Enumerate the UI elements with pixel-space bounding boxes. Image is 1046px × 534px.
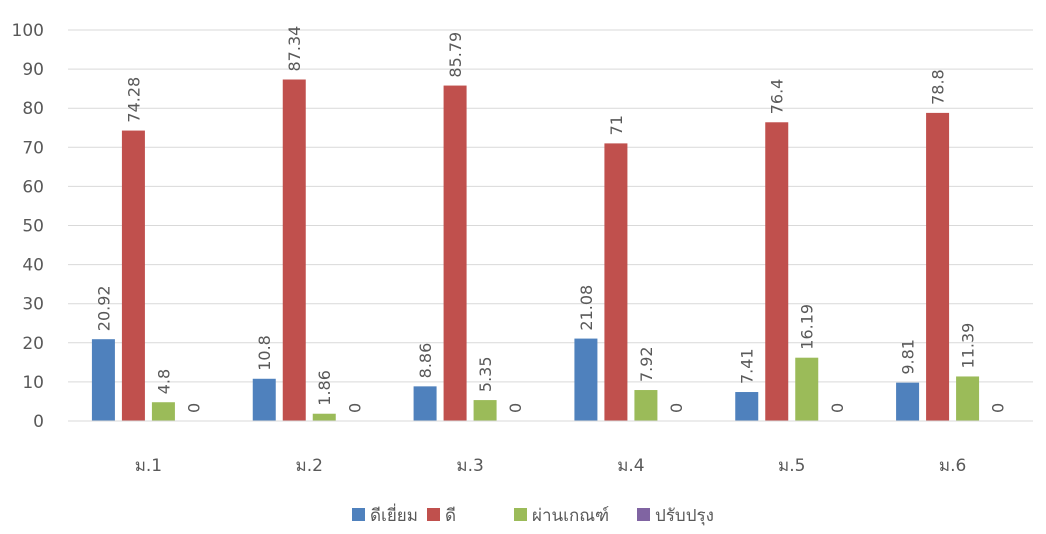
data-label: 85.79: [446, 32, 465, 78]
legend-label: ดี: [445, 506, 456, 526]
y-tick-label: 60: [22, 177, 44, 197]
y-tick-label: 90: [22, 60, 44, 80]
bar: [765, 122, 789, 421]
bar: [91, 339, 115, 421]
data-label: 9.81: [899, 339, 918, 375]
data-label: 11.39: [959, 323, 978, 369]
bars: [91, 79, 980, 422]
bar: [926, 112, 950, 421]
category-label: ม.5: [778, 456, 805, 476]
y-tick-label: 100: [12, 21, 44, 41]
bar: [252, 378, 276, 421]
data-label: 78.8: [929, 69, 948, 105]
y-tick-label: 30: [22, 295, 44, 315]
x-axis-tick-labels: ม.1 ม.2 ม.3 ม.4 ม.5 ม.6: [135, 456, 967, 476]
data-label: 20.92: [94, 285, 113, 331]
data-label: 16.19: [798, 304, 817, 350]
legend-swatch: [427, 508, 440, 521]
legend-swatch: [637, 508, 650, 521]
data-label: 8.86: [416, 343, 435, 379]
y-tick-label: 50: [22, 217, 44, 237]
y-tick-label: 40: [22, 256, 44, 276]
category-label: ม.4: [617, 456, 644, 476]
bar: [574, 338, 598, 421]
bar: [413, 386, 437, 421]
bar: [282, 79, 306, 421]
data-label: 7.41: [738, 348, 757, 384]
y-tick-label: 0: [33, 412, 44, 432]
bar: [312, 413, 336, 421]
data-label: 10.8: [255, 335, 274, 371]
gridlines: [68, 29, 1033, 383]
bar: [443, 85, 467, 421]
data-label: 0: [506, 403, 525, 413]
data-label: 0: [828, 403, 847, 413]
data-label: 0: [345, 403, 364, 413]
data-label: 0: [667, 403, 686, 413]
category-label: ม.1: [135, 456, 162, 476]
category-label: ม.6: [939, 456, 966, 476]
bar: [795, 357, 819, 421]
legend-label: ผ่านเกณฑ์: [532, 506, 609, 526]
y-tick-label: 80: [22, 99, 44, 119]
data-label: 71: [607, 115, 626, 135]
data-label: 0: [989, 403, 1008, 413]
category-label: ม.3: [456, 456, 483, 476]
bar: [121, 130, 145, 422]
data-label: 74.28: [124, 77, 143, 123]
data-label: 76.4: [768, 79, 787, 115]
y-tick-label: 70: [22, 138, 44, 158]
data-label: 4.8: [154, 369, 173, 394]
y-tick-label: 20: [22, 334, 44, 354]
legend-swatch: [352, 508, 365, 521]
bar: [151, 402, 175, 421]
bar: [896, 382, 920, 421]
data-labels: 20.92 74.28 4.8 0 10.8 87.34 1.86 0 8.86 85.79 5.3…: [94, 26, 1007, 413]
data-label: 21.08: [577, 285, 596, 331]
legend-label: ดีเยี่ยม: [370, 503, 418, 526]
bar: [634, 390, 658, 421]
data-label: 1.86: [315, 370, 334, 406]
data-label: 0: [184, 403, 203, 413]
legend: ดีเยี่ยม ดี ผ่านเกณฑ์ ปรับปรุง: [352, 503, 714, 526]
legend-label: ปรับปรุง: [655, 506, 714, 526]
bar: [604, 143, 628, 421]
y-tick-label: 10: [22, 373, 44, 393]
data-label: 5.35: [476, 356, 495, 392]
y-axis-tick-labels: 0 10 20 30 40 50 60 70 80 90 100: [12, 21, 44, 432]
bar: [473, 400, 497, 421]
bar: [735, 392, 759, 421]
bar: [956, 376, 980, 421]
category-label: ม.2: [296, 456, 323, 476]
data-label: 7.92: [637, 346, 656, 382]
legend-swatch: [514, 508, 527, 521]
data-label: 87.34: [285, 26, 304, 72]
